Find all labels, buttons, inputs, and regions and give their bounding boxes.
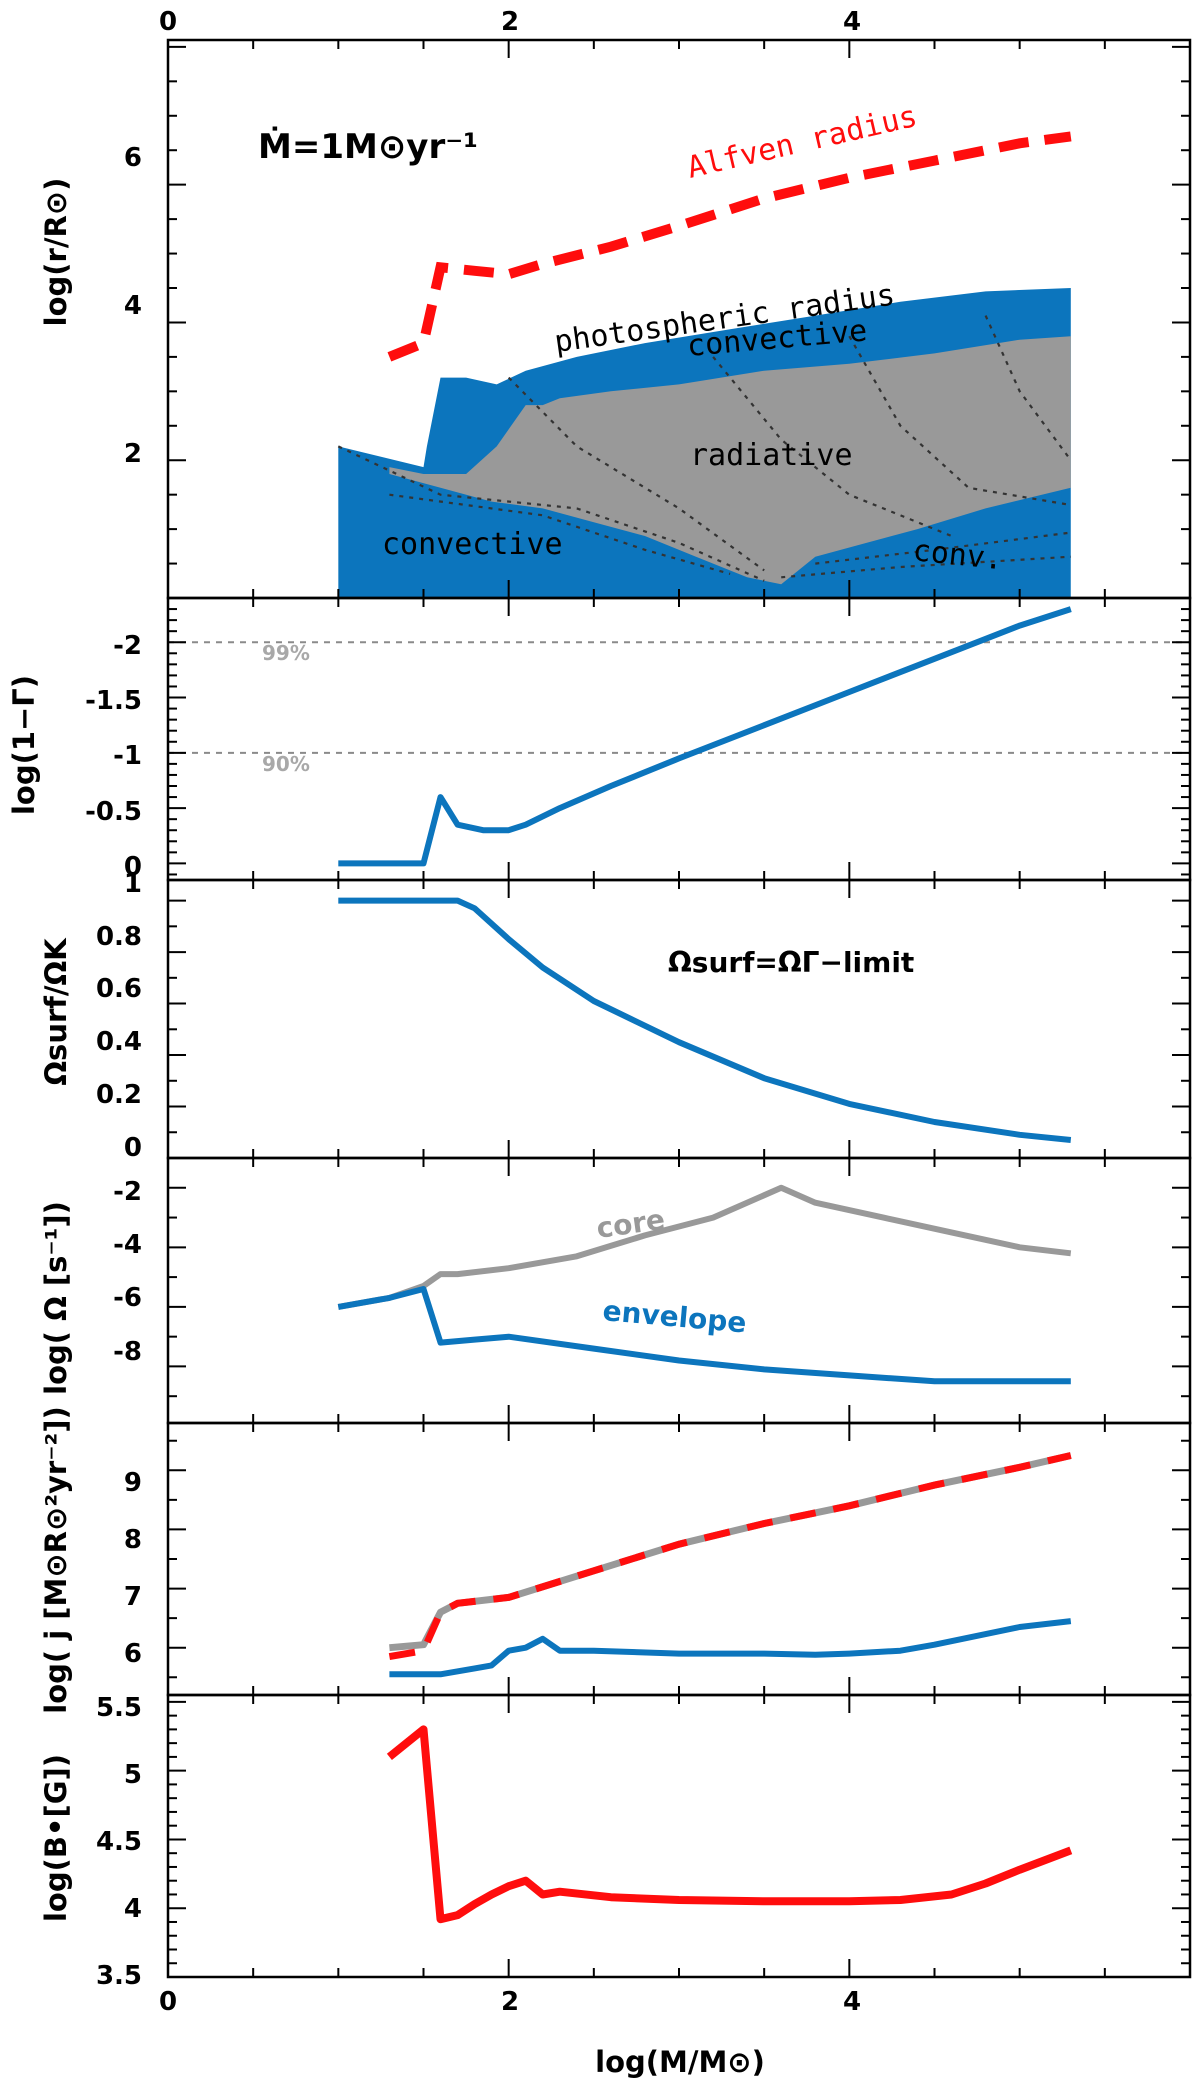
ref-label-90: 90% <box>262 752 310 776</box>
core-label: core <box>594 1203 667 1245</box>
magnetic-field-ytick-3.5: 3.5 <box>96 1961 142 1991</box>
alfven-radius-line <box>387 131 1072 362</box>
omega-ratio-ytick-0.8: 0.8 <box>96 922 142 952</box>
panel-angular-momentum: log( j [M⊙R⊙²yr⁻²]) 6 7 8 9 <box>39 1406 1192 1714</box>
radiative-label: radiative <box>690 438 853 473</box>
envelope-omega-line <box>337 1286 1071 1385</box>
magnetic-field-ytick-4.5: 4.5 <box>96 1827 142 1857</box>
ref-label-99: 99% <box>262 641 310 665</box>
total-j-red-dashed-line <box>388 1452 1072 1661</box>
omega-ratio-ylabel: Ωsurf/ΩK <box>39 937 73 1086</box>
omega-ratio-ytick-0.4: 0.4 <box>96 1027 142 1057</box>
omega-ytick--4: -4 <box>113 1230 142 1260</box>
structure-ytick-2: 2 <box>124 439 142 469</box>
omega-ratio-ticks <box>167 880 1191 1158</box>
structure-ytick-6: 6 <box>124 143 142 173</box>
internal-dotted-line-4 <box>848 335 1071 507</box>
eddington-ytick--2: -2 <box>113 631 142 661</box>
magnetic-field-ytick-5: 5 <box>124 1760 142 1790</box>
eddington-lines <box>168 606 1190 867</box>
magnetic-field-frame <box>166 1693 1192 1979</box>
eddington-ytick--0.5: -0.5 <box>85 797 142 827</box>
magnetic-field-ytick-5.5: 5.5 <box>96 1693 142 1723</box>
bottom-tick-label-4: 4 <box>843 1987 861 2017</box>
bottom-tick-label-0: 0 <box>159 1987 177 2017</box>
envelope-j-line <box>389 1618 1072 1678</box>
internal-dotted-line-6 <box>781 555 1071 579</box>
eddington-frame <box>166 596 1192 882</box>
internal-dotted-line-7 <box>815 531 1071 565</box>
internal-dotted-line-0 <box>337 445 765 582</box>
radiative-region-fill <box>389 336 1071 585</box>
magnetic-field-ticks <box>167 1695 1191 1977</box>
omega-gamma-limit-annotation: Ωsurf=ΩΓ−limit <box>668 946 914 979</box>
panel-magnetic-field: log(B•[G]) 3.5 4 4.5 5 5.5 0 2 4 log(M/M… <box>39 1693 1192 2079</box>
panel-eddington: 99% 90% log(1−Γ) -2 -1.5 -1 -0.5 0 <box>7 596 1192 882</box>
panel-omega-ratio: Ωsurf=ΩΓ−limit Ωsurf/ΩK 0 0.2 0.4 0.6 0.… <box>39 869 1192 1163</box>
angular-momentum-ytick-7: 7 <box>124 1582 142 1612</box>
structure-lines <box>387 131 1072 362</box>
structure-fills <box>338 288 1071 598</box>
omega-ylabel: log( Ω [s⁻¹]) <box>39 1201 73 1395</box>
omega-ratio-lines <box>338 897 1072 1143</box>
eddington-ytick--1: -1 <box>113 741 142 771</box>
xlabel: log(M/M⊙) <box>595 2045 765 2079</box>
angular-momentum-ytick-9: 9 <box>124 1468 142 1498</box>
omega-ytick--6: -6 <box>113 1283 142 1313</box>
eddington-ytick-0: 0 <box>124 852 142 882</box>
panel-structure: 0 2 4 log(r/R⊙) Ṁ=1M⊙yr⁻¹ Alfven radius … <box>39 7 1192 600</box>
bottom-tick-label-2: 2 <box>501 1987 519 2017</box>
magnetic-field-lines <box>386 1725 1073 1924</box>
omega-lines <box>337 1184 1072 1385</box>
eddington-ytick--1.5: -1.5 <box>85 686 142 716</box>
mass-loss-rate-formula: Ṁ=1M⊙yr⁻¹ <box>258 126 478 167</box>
internal-dotted-lines <box>337 315 1072 582</box>
envelope-label: envelope <box>601 1294 747 1339</box>
top-tick-label-0: 0 <box>159 7 177 37</box>
top-tick-label-4: 4 <box>843 7 861 37</box>
omega-ratio-ytick-0.2: 0.2 <box>96 1080 142 1110</box>
internal-dotted-line-5 <box>984 315 1072 461</box>
top-tick-label-2: 2 <box>501 7 519 37</box>
omega-ratio-frame <box>166 878 1192 1160</box>
eddington-ylabel: log(1−Γ) <box>7 675 41 815</box>
omega-ytick--2: -2 <box>113 1177 142 1207</box>
omega-ratio-ytick-0.6: 0.6 <box>96 974 142 1004</box>
omega-ratio-ytick-1: 1 <box>124 869 142 899</box>
eddington-ticks <box>167 598 1191 880</box>
structure-ytick-4: 4 <box>124 291 142 321</box>
omega-ratio-series-line <box>338 897 1072 1143</box>
panel-omega: core envelope log( Ω [s⁻¹]) -2 -4 -6 -8 <box>39 1156 1192 1425</box>
magnetic-field-ylabel: log(B•[G]) <box>39 1754 73 1922</box>
magnetic-field-line <box>386 1725 1073 1924</box>
convective-core-label: convective <box>382 527 563 562</box>
angular-momentum-ytick-8: 8 <box>124 1525 142 1555</box>
omega-ytick--8: -8 <box>113 1337 142 1367</box>
total-j-gray-line <box>389 1452 1072 1652</box>
angular-momentum-ytick-6: 6 <box>124 1639 142 1669</box>
angular-momentum-ylabel: log( j [M⊙R⊙²yr⁻²]) <box>39 1406 73 1713</box>
eddington-series-line <box>338 606 1072 867</box>
internal-dotted-line-3 <box>712 356 952 538</box>
core-omega-line <box>337 1184 1072 1310</box>
omega-ratio-ytick-0: 0 <box>124 1133 142 1163</box>
magnetic-field-ytick-4: 4 <box>124 1894 142 1924</box>
structure-ylabel: log(r/R⊙) <box>39 178 73 327</box>
angular-momentum-lines <box>388 1452 1072 1678</box>
